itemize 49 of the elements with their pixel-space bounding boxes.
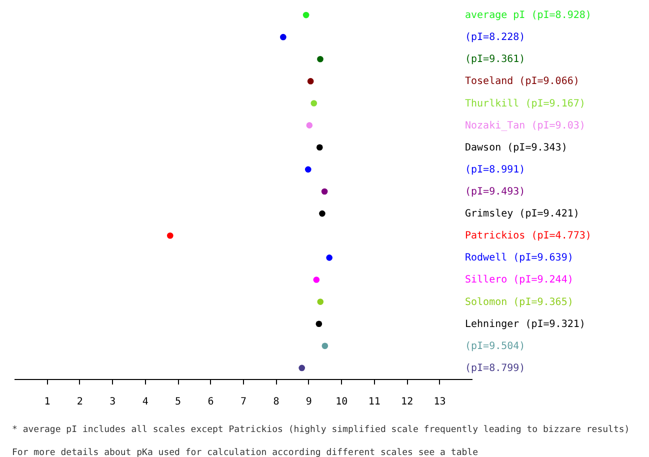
x-tick-label: 6 (208, 396, 214, 408)
point (316, 144, 323, 151)
y-tick-label: (pI=8.991) (465, 164, 526, 176)
point (313, 276, 320, 283)
point (306, 122, 313, 128)
point (326, 254, 332, 261)
text: For more details about pKa used for calculation according different scales see a table (12, 448, 478, 457)
y-tick-label: Solomon (pI=9.365) (465, 296, 574, 308)
x-tick-label: 4 (142, 396, 148, 408)
x-tick-label: 12 (401, 396, 414, 408)
y-tick-label: Patrickios (pI=4.773) (465, 230, 592, 242)
x-tick-label: 3 (110, 396, 116, 408)
y-tick-label: Thurlkill (pI=9.167) (465, 98, 586, 110)
text: * average pI includes all scales except Patrickios (highly simplified scale frequently leading to bizzare results) (12, 425, 630, 435)
point (317, 56, 324, 62)
x-tick-label: 7 (240, 396, 247, 408)
point (307, 78, 314, 84)
y-tick-label: average pI (pI=8.928) (465, 10, 592, 22)
point (302, 12, 310, 18)
x-tick-label: 11 (368, 396, 380, 408)
y-tick-label: (pI=8.799) (465, 362, 526, 374)
point (298, 364, 306, 372)
point (317, 298, 324, 305)
y-tick-label: (pI=9.361) (465, 54, 526, 66)
x-tick-label: 10 (336, 396, 348, 408)
point (321, 188, 328, 195)
y-tick-label: (pI=8.228) (465, 32, 526, 44)
x-tick-label: 2 (76, 396, 83, 408)
y-tick-label: Dawson (pI=9.343) (465, 142, 568, 154)
y-tick-label: Rodwell (pI=9.639) (465, 252, 574, 264)
point (280, 34, 286, 40)
point (316, 320, 322, 328)
y-tick-label: Grimsley (pI=9.421) (465, 208, 580, 220)
x-tick-label: 5 (175, 396, 182, 408)
point (166, 232, 174, 239)
y-tick-label: (pI=9.493) (465, 186, 526, 198)
y-tick-label: Sillero (pI=9.244) (465, 274, 574, 286)
y-tick-label: Lehninger (pI=9.321) (465, 318, 586, 330)
point (310, 100, 318, 106)
y-tick-label: Nozaki_Tan (pI=9.03) (465, 120, 586, 132)
point (304, 166, 312, 173)
x-tick-label: 13 (434, 396, 446, 408)
x-tick-label: 8 (273, 396, 280, 408)
x-tick-label: 1 (44, 396, 50, 408)
point (322, 342, 328, 350)
x-tick-label: 9 (306, 396, 312, 408)
point (319, 210, 326, 217)
y-tick-label: (pI=9.504) (465, 340, 526, 352)
y-tick-label: Toseland (pI=9.066) (465, 76, 580, 88)
